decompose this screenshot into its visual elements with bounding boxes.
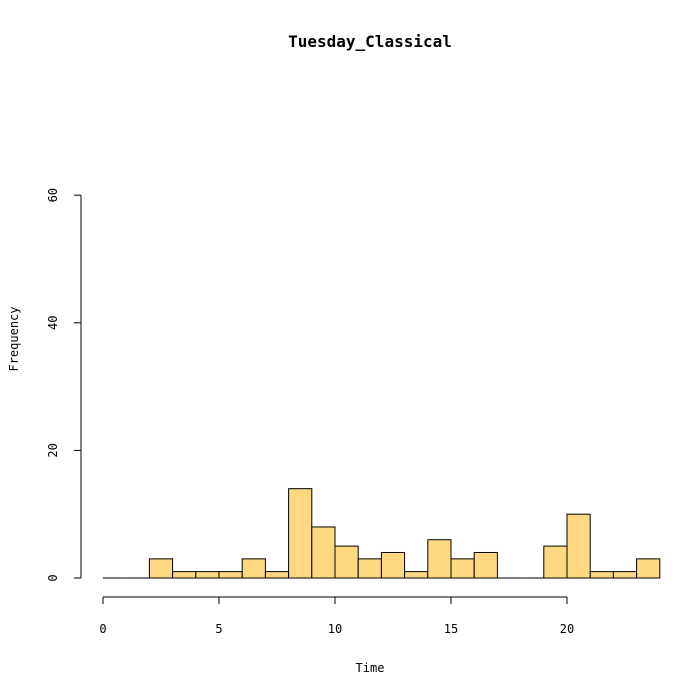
y-tick-label: 20 xyxy=(46,443,60,457)
histogram-bar xyxy=(241,558,266,579)
histogram-bar xyxy=(427,539,452,579)
x-tick-label: 15 xyxy=(444,622,458,636)
x-tick-label: 10 xyxy=(328,622,342,636)
histogram-bar xyxy=(195,571,220,579)
histogram-bar xyxy=(589,571,614,579)
histogram-bar xyxy=(357,558,382,579)
histogram-bar xyxy=(380,551,406,579)
y-tick-label: 40 xyxy=(46,316,60,330)
x-tick-label: 5 xyxy=(215,622,222,636)
histogram-bar xyxy=(404,571,429,579)
y-axis-label: Frequency xyxy=(7,306,21,371)
x-tick-label: 20 xyxy=(560,622,574,636)
histogram-bar xyxy=(148,558,174,579)
histogram-bar xyxy=(311,526,336,579)
histogram-bar xyxy=(450,558,475,579)
chart-title: Tuesday_Classical xyxy=(288,32,452,51)
x-axis-label: Time xyxy=(356,661,385,675)
y-axis: 0 20 40 60 xyxy=(46,188,82,582)
histogram-bar xyxy=(612,571,638,579)
y-tick-label: 0 xyxy=(46,574,60,581)
x-axis: 0 5 10 15 20 xyxy=(99,596,574,636)
histogram-bar xyxy=(566,513,591,579)
histogram-bar xyxy=(288,488,313,579)
x-tick-label: 0 xyxy=(99,622,106,636)
histogram-bar xyxy=(543,545,568,579)
histogram-bar xyxy=(264,571,290,579)
bars-group xyxy=(103,488,661,579)
histogram-bar xyxy=(218,571,243,579)
histogram-bar xyxy=(334,545,359,579)
histogram-bar xyxy=(172,571,197,579)
y-tick-label: 60 xyxy=(46,188,60,202)
histogram-bar xyxy=(473,551,498,579)
histogram-bar xyxy=(636,558,661,579)
